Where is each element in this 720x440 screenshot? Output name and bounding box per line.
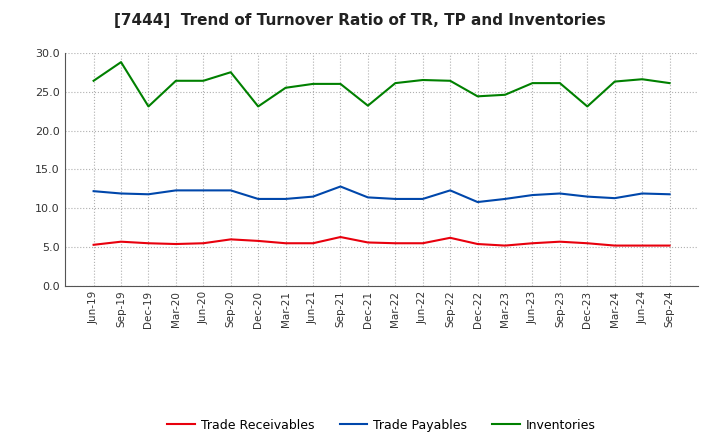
Inventories bbox=[446, 78, 454, 84]
Trade Receivables bbox=[171, 242, 180, 247]
Inventories bbox=[638, 77, 647, 82]
Trade Payables bbox=[583, 194, 592, 199]
Trade Receivables bbox=[309, 241, 318, 246]
Inventories bbox=[500, 92, 509, 97]
Trade Receivables bbox=[418, 241, 427, 246]
Line: Inventories: Inventories bbox=[94, 62, 670, 106]
Trade Payables bbox=[171, 188, 180, 193]
Inventories bbox=[199, 78, 207, 84]
Trade Payables bbox=[665, 192, 674, 197]
Trade Receivables bbox=[528, 241, 537, 246]
Trade Payables bbox=[144, 192, 153, 197]
Line: Trade Payables: Trade Payables bbox=[94, 187, 670, 202]
Inventories bbox=[583, 104, 592, 109]
Trade Receivables bbox=[89, 242, 98, 247]
Trade Receivables bbox=[556, 239, 564, 244]
Inventories bbox=[117, 59, 125, 65]
Trade Receivables bbox=[226, 237, 235, 242]
Inventories bbox=[309, 81, 318, 87]
Trade Receivables bbox=[254, 238, 263, 244]
Trade Payables bbox=[528, 192, 537, 198]
Trade Payables bbox=[226, 188, 235, 193]
Trade Payables bbox=[446, 188, 454, 193]
Trade Receivables bbox=[665, 243, 674, 248]
Inventories bbox=[364, 103, 372, 108]
Trade Receivables bbox=[336, 235, 345, 240]
Trade Payables bbox=[254, 196, 263, 202]
Trade Receivables bbox=[446, 235, 454, 240]
Inventories bbox=[665, 81, 674, 86]
Trade Receivables bbox=[364, 240, 372, 245]
Trade Payables bbox=[89, 188, 98, 194]
Inventories bbox=[254, 104, 263, 109]
Trade Payables bbox=[611, 195, 619, 201]
Trade Payables bbox=[500, 196, 509, 202]
Inventories bbox=[89, 78, 98, 84]
Inventories bbox=[473, 94, 482, 99]
Trade Receivables bbox=[583, 241, 592, 246]
Legend: Trade Receivables, Trade Payables, Inventories: Trade Receivables, Trade Payables, Inven… bbox=[162, 414, 601, 436]
Trade Receivables bbox=[391, 241, 400, 246]
Line: Trade Receivables: Trade Receivables bbox=[94, 237, 670, 246]
Trade Receivables bbox=[117, 239, 125, 244]
Inventories bbox=[556, 81, 564, 86]
Trade Receivables bbox=[611, 243, 619, 248]
Trade Payables bbox=[336, 184, 345, 189]
Inventories bbox=[391, 81, 400, 86]
Trade Payables bbox=[638, 191, 647, 196]
Trade Receivables bbox=[199, 241, 207, 246]
Trade Receivables bbox=[500, 243, 509, 248]
Trade Payables bbox=[309, 194, 318, 199]
Trade Payables bbox=[199, 188, 207, 193]
Trade Payables bbox=[364, 195, 372, 200]
Trade Receivables bbox=[282, 241, 290, 246]
Inventories bbox=[282, 85, 290, 91]
Trade Receivables bbox=[638, 243, 647, 248]
Text: [7444]  Trend of Turnover Ratio of TR, TP and Inventories: [7444] Trend of Turnover Ratio of TR, TP… bbox=[114, 13, 606, 28]
Trade Receivables bbox=[144, 241, 153, 246]
Trade Receivables bbox=[473, 242, 482, 247]
Trade Payables bbox=[473, 199, 482, 205]
Trade Payables bbox=[282, 196, 290, 202]
Inventories bbox=[611, 79, 619, 84]
Inventories bbox=[336, 81, 345, 87]
Inventories bbox=[226, 70, 235, 75]
Trade Payables bbox=[418, 196, 427, 202]
Inventories bbox=[528, 81, 537, 86]
Inventories bbox=[144, 104, 153, 109]
Trade Payables bbox=[391, 196, 400, 202]
Inventories bbox=[418, 77, 427, 83]
Trade Payables bbox=[117, 191, 125, 196]
Inventories bbox=[171, 78, 180, 84]
Trade Payables bbox=[556, 191, 564, 196]
